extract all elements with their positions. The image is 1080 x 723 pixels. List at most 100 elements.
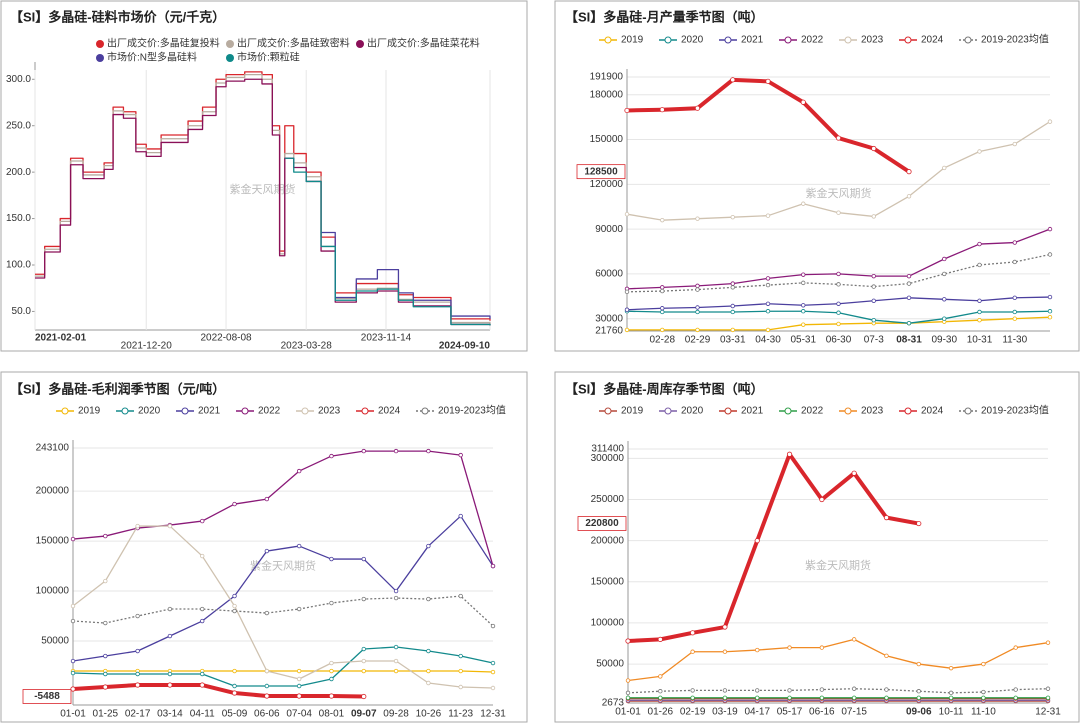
series-line bbox=[321, 231, 491, 319]
data-point bbox=[851, 695, 857, 700]
data-point bbox=[660, 285, 665, 290]
data-point bbox=[296, 606, 302, 612]
data-point bbox=[801, 201, 806, 206]
y-tick-label: 300.0 bbox=[6, 74, 31, 85]
legend-swatch bbox=[844, 36, 852, 44]
data-point bbox=[765, 309, 771, 314]
legend-swatch bbox=[61, 407, 69, 415]
y-tick-label: 200.0 bbox=[6, 167, 31, 178]
legend-label: 2024 bbox=[378, 406, 401, 417]
data-point bbox=[836, 321, 841, 327]
data-point bbox=[765, 213, 771, 218]
data-point bbox=[851, 686, 857, 691]
data-point bbox=[1012, 309, 1017, 315]
legend-swatch bbox=[724, 407, 732, 415]
last-value-box bbox=[22, 689, 72, 704]
data-point bbox=[328, 693, 335, 699]
x-tick-label: 2021-12-20 bbox=[121, 341, 173, 352]
data-point bbox=[884, 695, 889, 700]
series-line bbox=[35, 71, 491, 321]
data-point bbox=[232, 608, 237, 614]
data-point bbox=[232, 668, 237, 674]
data-point bbox=[232, 603, 237, 609]
data-point bbox=[624, 307, 630, 312]
legend-swatch bbox=[356, 40, 364, 48]
legend-label: 2020 bbox=[681, 406, 704, 417]
data-point bbox=[167, 523, 173, 529]
data-point bbox=[722, 688, 728, 693]
watermark: 紫金天风期货 bbox=[250, 558, 316, 572]
data-point bbox=[1047, 309, 1053, 314]
legend-swatch bbox=[724, 36, 732, 44]
data-point bbox=[167, 606, 173, 612]
data-point bbox=[264, 548, 270, 554]
data-point bbox=[942, 256, 947, 262]
data-point bbox=[361, 693, 367, 700]
data-point bbox=[264, 496, 270, 502]
data-point bbox=[836, 271, 841, 277]
x-tick-label: 09-06 bbox=[906, 707, 932, 718]
legend-swatch bbox=[96, 54, 104, 62]
data-point bbox=[658, 674, 663, 679]
data-point bbox=[1047, 315, 1053, 320]
chart-title: 【SI】多晶硅-月产量季节图（吨） bbox=[565, 9, 764, 24]
data-point bbox=[1045, 695, 1051, 700]
data-point bbox=[948, 690, 954, 696]
data-point bbox=[70, 603, 76, 609]
data-point bbox=[393, 658, 399, 664]
data-point bbox=[906, 281, 912, 286]
y-tick-label: 200000 bbox=[36, 486, 70, 497]
x-tick-label: 07-3 bbox=[864, 335, 884, 346]
data-point bbox=[906, 320, 912, 326]
series-line bbox=[284, 157, 491, 326]
legend-label: 2021 bbox=[741, 406, 764, 417]
data-point bbox=[264, 610, 270, 616]
data-point bbox=[103, 620, 108, 626]
legend-swatch bbox=[964, 36, 972, 44]
data-point bbox=[765, 78, 771, 84]
data-point bbox=[695, 216, 700, 221]
data-point bbox=[801, 280, 806, 286]
chart-title: 【SI】多晶硅-毛利润季节图（元/吨） bbox=[10, 381, 225, 396]
data-point bbox=[942, 165, 947, 171]
legend-swatch bbox=[784, 407, 792, 415]
data-point bbox=[765, 276, 771, 281]
y-tick-label: 180000 bbox=[590, 89, 624, 100]
data-point bbox=[625, 678, 631, 683]
y-tick-label: 2673 bbox=[602, 698, 625, 709]
data-point bbox=[658, 689, 663, 694]
data-point bbox=[836, 310, 841, 315]
data-point bbox=[361, 646, 366, 652]
data-point bbox=[1013, 695, 1018, 700]
legend-label: 2024 bbox=[921, 35, 944, 46]
legend-swatch bbox=[96, 40, 104, 48]
data-point bbox=[458, 593, 463, 599]
data-point bbox=[819, 645, 825, 650]
data-point bbox=[977, 241, 982, 247]
data-point bbox=[426, 648, 431, 654]
data-point bbox=[836, 210, 841, 215]
data-point bbox=[787, 645, 792, 650]
legend-swatch bbox=[784, 36, 792, 44]
legend-swatch bbox=[301, 407, 309, 415]
x-tick-label: 05-09 bbox=[222, 709, 248, 720]
data-point bbox=[458, 684, 463, 690]
data-point bbox=[787, 688, 792, 693]
data-point bbox=[660, 327, 665, 333]
y-tick-label: 300000 bbox=[591, 453, 625, 464]
data-point bbox=[906, 273, 912, 279]
data-point bbox=[135, 671, 140, 677]
data-point bbox=[231, 690, 238, 696]
data-point bbox=[801, 309, 806, 314]
data-point bbox=[70, 658, 76, 664]
data-point bbox=[906, 169, 912, 175]
legend-label: 出厂成交价:多晶硅复投料 bbox=[107, 37, 220, 50]
data-point bbox=[981, 661, 986, 667]
data-point bbox=[835, 135, 842, 141]
data-point bbox=[730, 281, 735, 286]
x-tick-label: 08-31 bbox=[896, 335, 922, 346]
y-tick-label: 150000 bbox=[591, 576, 625, 587]
data-point bbox=[977, 298, 982, 303]
y-tick-label: 100000 bbox=[36, 586, 70, 597]
x-tick-label: 2022-08-08 bbox=[200, 333, 252, 344]
